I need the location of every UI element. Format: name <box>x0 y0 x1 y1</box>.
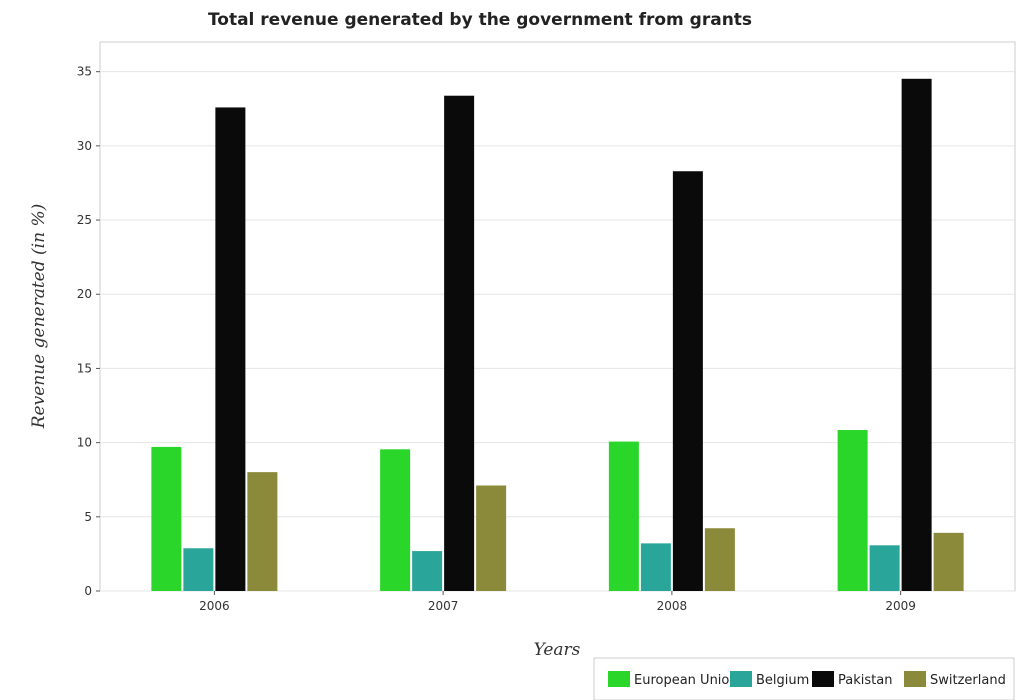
legend-label: European Union <box>634 673 738 688</box>
x-tick-label: 2008 <box>657 599 688 613</box>
bar-pakistan-2009 <box>901 78 932 591</box>
x-axis-label: Years <box>534 640 581 660</box>
legend-swatch <box>730 671 752 687</box>
y-tick-label: 0 <box>84 584 92 598</box>
bar-belgium-2008 <box>640 543 671 591</box>
bar-european-union-2006 <box>151 446 182 591</box>
y-tick-label: 25 <box>77 213 92 227</box>
y-tick-label: 30 <box>77 139 92 153</box>
bar-switzerland-2007 <box>476 485 507 591</box>
bar-european-union-2009 <box>837 430 868 591</box>
legend-swatch <box>608 671 630 687</box>
y-tick-label: 5 <box>84 510 92 524</box>
bar-european-union-2007 <box>380 449 411 591</box>
y-axis-label: Revenue generated (in %) <box>29 204 49 430</box>
bar-switzerland-2009 <box>933 532 964 591</box>
bar-pakistan-2006 <box>215 107 246 591</box>
y-tick-label: 15 <box>77 361 92 375</box>
bar-european-union-2008 <box>608 441 639 591</box>
x-tick-label: 2006 <box>199 599 230 613</box>
legend-swatch <box>904 671 926 687</box>
x-axis-ticks: 2006 2007 2008 2009 <box>199 591 916 613</box>
y-tick-label: 10 <box>77 436 92 450</box>
y-axis-ticks: 0 5 10 15 20 25 30 35 <box>77 65 100 598</box>
bar-belgium-2006 <box>183 548 214 591</box>
chart-title: Total revenue generated by the governmen… <box>208 10 752 30</box>
y-tick-label: 35 <box>77 65 92 79</box>
bar-switzerland-2006 <box>247 472 278 591</box>
bars <box>151 78 964 592</box>
bar-pakistan-2008 <box>672 171 703 592</box>
legend-label: Belgium <box>756 673 809 688</box>
bar-pakistan-2007 <box>444 95 475 591</box>
legend-label: Switzerland <box>930 673 1006 688</box>
bar-belgium-2009 <box>869 545 900 591</box>
bar-switzerland-2008 <box>704 528 735 591</box>
y-tick-label: 20 <box>77 287 92 301</box>
x-tick-label: 2007 <box>428 599 459 613</box>
legend-label: Pakistan <box>838 673 892 688</box>
legend: European Union Belgium Pakistan Switzerland <box>593 657 1015 700</box>
x-tick-label: 2009 <box>885 599 916 613</box>
legend-swatch <box>812 671 834 687</box>
legend-box <box>593 657 1015 700</box>
bar-belgium-2007 <box>412 551 443 591</box>
